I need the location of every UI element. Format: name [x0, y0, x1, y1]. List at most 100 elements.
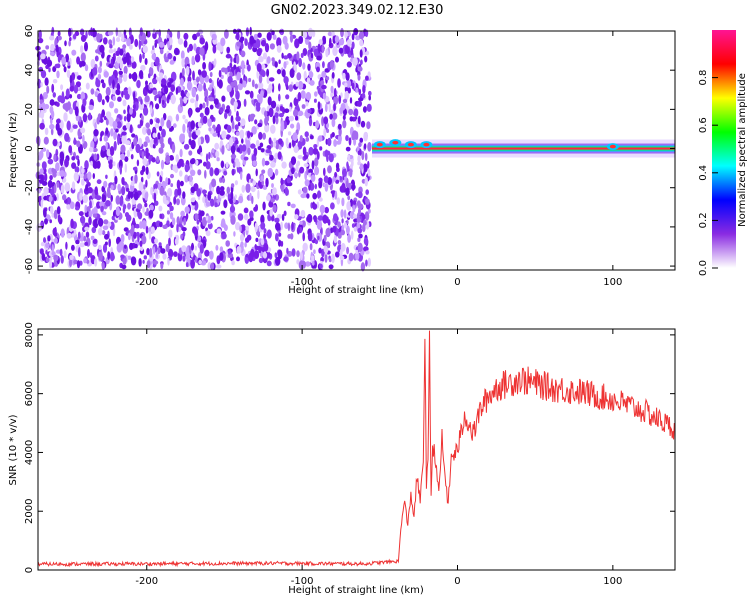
- noise-cell: [87, 248, 90, 259]
- noise-cell: [202, 189, 207, 194]
- noise-cell: [308, 146, 314, 156]
- noise-cell: [348, 252, 354, 262]
- noise-cell: [345, 225, 350, 235]
- noise-cell: [345, 146, 351, 152]
- noise-cell: [276, 213, 282, 219]
- noise-cell: [322, 214, 328, 224]
- noise-cell: [341, 218, 344, 224]
- noise-cell: [290, 123, 295, 129]
- noise-cell: [192, 70, 195, 81]
- noise-cell: [360, 120, 366, 128]
- noise-cell: [159, 221, 163, 228]
- noise-cell: [40, 221, 44, 227]
- noise-cell: [101, 194, 107, 203]
- noise-cell: [207, 118, 212, 128]
- noise-cell: [81, 167, 85, 174]
- noise-cell: [266, 229, 272, 239]
- noise-cell: [330, 133, 333, 139]
- noise-cell: [357, 115, 361, 125]
- noise-cell: [99, 137, 103, 142]
- noise-cell: [145, 80, 148, 86]
- noise-cell: [83, 257, 87, 264]
- noise-cell: [152, 132, 157, 139]
- noise-cell: [147, 227, 152, 234]
- noise-cell: [40, 109, 45, 119]
- noise-cell: [152, 78, 158, 85]
- noise-cell: [359, 137, 364, 143]
- noise-cell: [141, 220, 147, 230]
- noise-cell: [246, 139, 251, 148]
- noise-cell: [256, 104, 261, 112]
- noise-cell: [122, 99, 127, 107]
- noise-cell: [272, 115, 276, 125]
- noise-cell: [311, 160, 315, 170]
- noise-cell: [330, 59, 334, 70]
- noise-cell: [326, 122, 329, 129]
- noise-cell: [39, 122, 45, 130]
- noise-cell: [302, 186, 308, 193]
- noise-cell: [181, 67, 185, 77]
- noise-cell: [217, 130, 220, 138]
- noise-cell: [40, 81, 43, 88]
- noise-cell: [101, 262, 105, 270]
- noise-cell: [257, 122, 263, 128]
- noise-cell: [80, 34, 87, 43]
- noise-cell: [319, 146, 323, 151]
- x-tick-label: -100: [291, 576, 314, 587]
- noise-cell: [68, 94, 73, 99]
- noise-cell: [126, 112, 131, 123]
- noise-cell: [75, 155, 80, 161]
- noise-cell: [196, 188, 202, 197]
- noise-cell: [352, 57, 358, 66]
- noise-cell: [64, 158, 69, 168]
- noise-cell: [300, 209, 306, 218]
- noise-cell: [106, 95, 110, 103]
- noise-cell: [261, 180, 265, 186]
- noise-cell: [253, 250, 260, 259]
- noise-cell: [163, 113, 167, 121]
- noise-cell: [305, 136, 310, 142]
- band-core: [372, 147, 675, 150]
- noise-cell: [271, 57, 275, 62]
- noise-cell: [321, 44, 325, 54]
- noise-cell: [82, 194, 89, 204]
- noise-cell: [143, 106, 149, 116]
- noise-cell: [160, 248, 166, 254]
- noise-cell: [90, 58, 96, 69]
- noise-cell: [41, 252, 46, 261]
- noise-cell: [363, 143, 367, 150]
- noise-cell: [96, 179, 102, 185]
- noise-cell: [226, 143, 230, 150]
- noise-cell: [264, 110, 268, 118]
- noise-cell: [240, 118, 246, 127]
- noise-cell: [324, 103, 328, 113]
- noise-cell: [185, 65, 190, 76]
- noise-cell: [162, 224, 168, 229]
- noise-cell: [256, 70, 259, 79]
- noise-cell: [170, 183, 174, 188]
- noise-cell: [318, 197, 323, 202]
- noise-cell: [91, 189, 96, 200]
- noise-cell: [249, 216, 254, 222]
- noise-cell: [219, 252, 224, 261]
- noise-cell: [340, 103, 346, 111]
- noise-cell: [302, 30, 308, 39]
- noise-cell: [257, 82, 264, 90]
- noise-cell: [97, 217, 104, 227]
- noise-cell: [69, 254, 74, 260]
- noise-cell: [156, 171, 160, 177]
- noise-cell: [346, 246, 350, 255]
- colorbar-tick-label: 0.8: [698, 70, 709, 86]
- noise-cell: [296, 226, 300, 235]
- noise-cell: [50, 127, 54, 136]
- noise-cell: [165, 177, 169, 185]
- noise-cell: [115, 50, 120, 56]
- noise-cell: [316, 220, 323, 230]
- noise-cell: [152, 260, 159, 265]
- y-tick-label: 20: [24, 103, 35, 116]
- noise-cell: [209, 104, 214, 110]
- noise-cell: [57, 127, 63, 136]
- noise-cell: [360, 262, 366, 272]
- noise-cell: [121, 90, 124, 98]
- noise-cell: [176, 198, 180, 206]
